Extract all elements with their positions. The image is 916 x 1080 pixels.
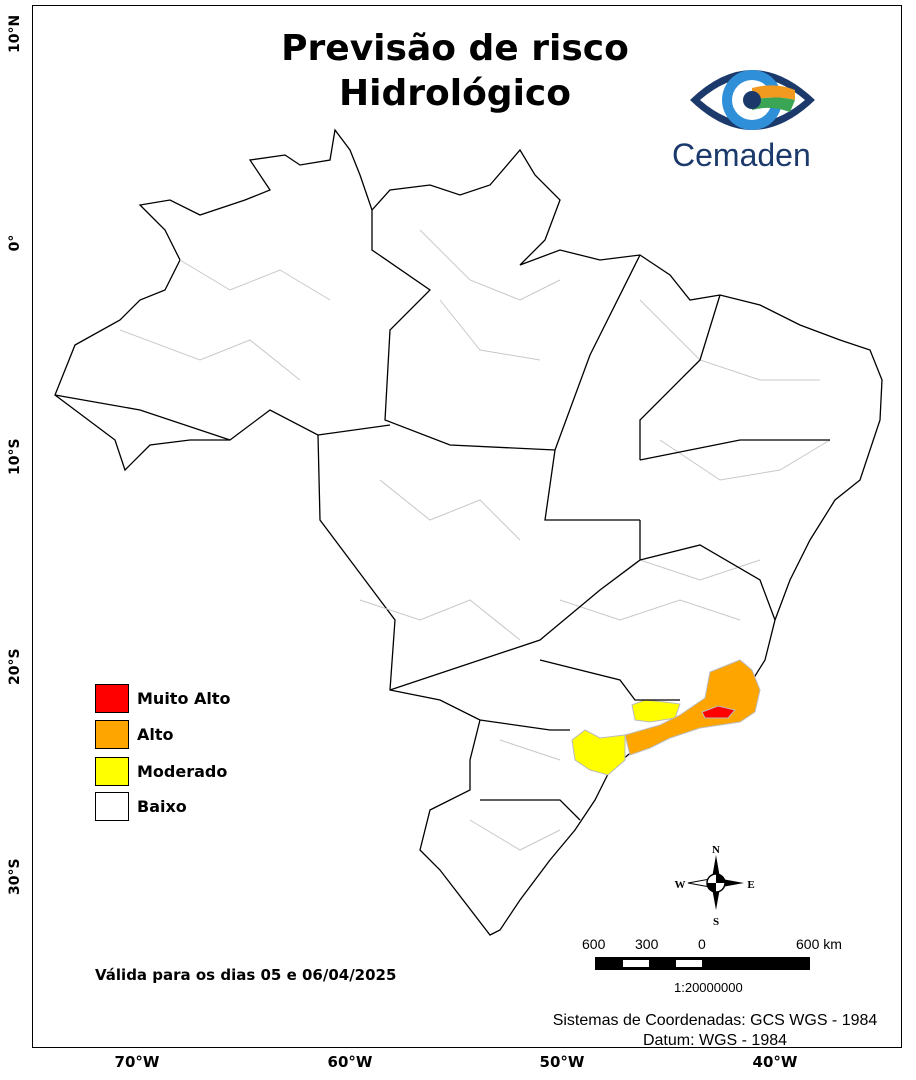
cemaden-logo-icon (690, 70, 815, 130)
scale-label: 0 (698, 936, 706, 952)
legend-swatch (95, 757, 129, 786)
compass-w: W (675, 879, 686, 891)
scale-label: 600 (582, 936, 606, 952)
region-boundaries (119, 229, 831, 851)
lat-label: 10°S (7, 438, 23, 475)
scale-bar (595, 957, 810, 970)
validity-text: Válida para os dias 05 e 06/04/2025 (95, 966, 397, 984)
lon-label: 70°W (114, 1053, 160, 1071)
lon-label: 40°W (752, 1053, 798, 1071)
legend-item-baixo: Baixo (95, 792, 187, 821)
map-frame (32, 5, 902, 1048)
legend-swatch (95, 792, 129, 821)
compass-e: E (747, 879, 754, 891)
lon-label: 60°W (327, 1053, 373, 1071)
scale-ratio: 1:20000000 (674, 980, 743, 995)
scale-label: 600 km (796, 936, 842, 952)
map-title: Previsão de risco Hidrológico (281, 28, 629, 114)
legend-swatch (95, 720, 129, 749)
lat-label: 30°S (7, 858, 23, 895)
lat-label: 0° (7, 234, 23, 252)
coordinate-system: Sistemas de Coordenadas: GCS WGS - 1984 … (552, 1012, 878, 1049)
compass-n: N (712, 844, 720, 856)
scale-label: 300 (635, 936, 659, 952)
legend-item-muito-alto: Muito Alto (95, 684, 231, 713)
logo-text: Cemaden (672, 137, 811, 173)
risk-area-muito-alto (701, 705, 736, 719)
lat-label: 10°N (7, 14, 23, 53)
lon-label: 50°W (539, 1053, 585, 1071)
risk-area-alto (624, 659, 761, 756)
legend-item-alto: Alto (95, 720, 174, 749)
state-borders (54, 210, 830, 821)
compass-rose: N S W E (675, 844, 755, 928)
risk-area-moderado (571, 729, 626, 776)
legend-swatch (95, 684, 129, 713)
legend-item-moderado: Moderado (95, 757, 227, 786)
brazil-outline (54, 128, 883, 936)
compass-s: S (713, 916, 719, 928)
lat-label: 20°S (7, 648, 23, 685)
